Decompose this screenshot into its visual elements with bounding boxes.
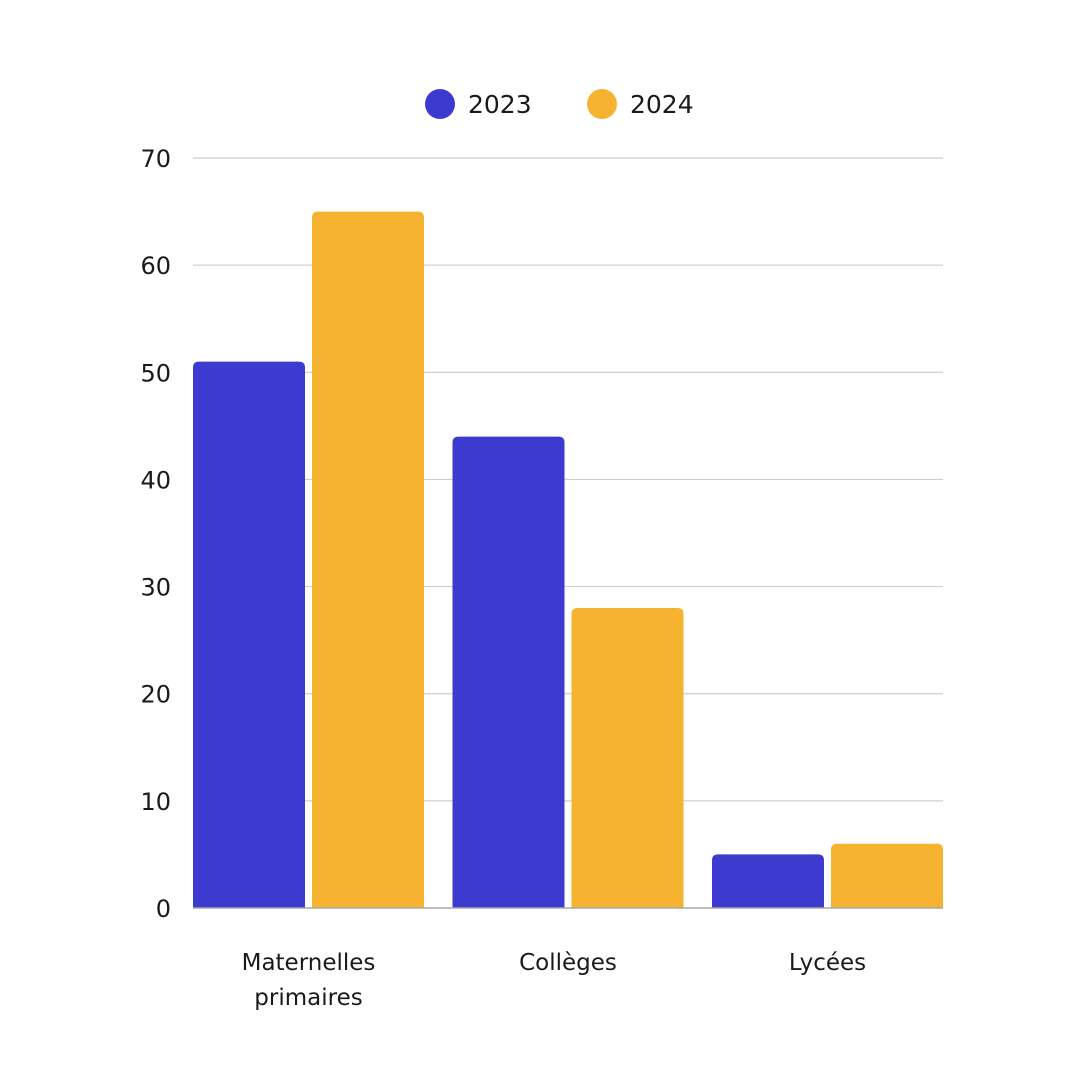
x-axis-category-labels: Maternelles primaires Collèges Lycées [242, 950, 867, 1011]
legend-label-2023: 2023 [468, 90, 532, 119]
bar-2024-2 [831, 843, 943, 908]
x-category-label: Maternelles primaires [242, 950, 376, 1011]
y-tick-label: 20 [140, 681, 171, 709]
x-category-label: Collèges [519, 950, 617, 976]
y-tick-label: 0 [156, 895, 171, 923]
legend-swatch-2023 [425, 89, 455, 119]
bars [193, 211, 943, 909]
y-tick-label: 40 [140, 466, 171, 494]
legend-label-2024: 2024 [630, 90, 694, 119]
gridlines [193, 157, 943, 802]
legend-swatch-2024 [587, 89, 617, 119]
bar-2024-0 [312, 211, 424, 909]
y-tick-label: 70 [140, 145, 171, 173]
y-tick-label: 50 [140, 359, 171, 387]
y-tick-label: 10 [140, 788, 171, 816]
x-category-label: Lycées [789, 950, 866, 976]
bar-2023-1 [452, 436, 565, 908]
y-axis-ticks: 0 10 20 30 40 50 60 70 [140, 145, 171, 923]
y-tick-label: 30 [140, 574, 171, 602]
y-tick-label: 60 [140, 252, 171, 280]
legend: 2023 2024 [425, 89, 694, 119]
bar-2024-1 [571, 608, 684, 908]
bar-2023-2 [712, 854, 824, 908]
bar-2023-0 [193, 361, 305, 909]
